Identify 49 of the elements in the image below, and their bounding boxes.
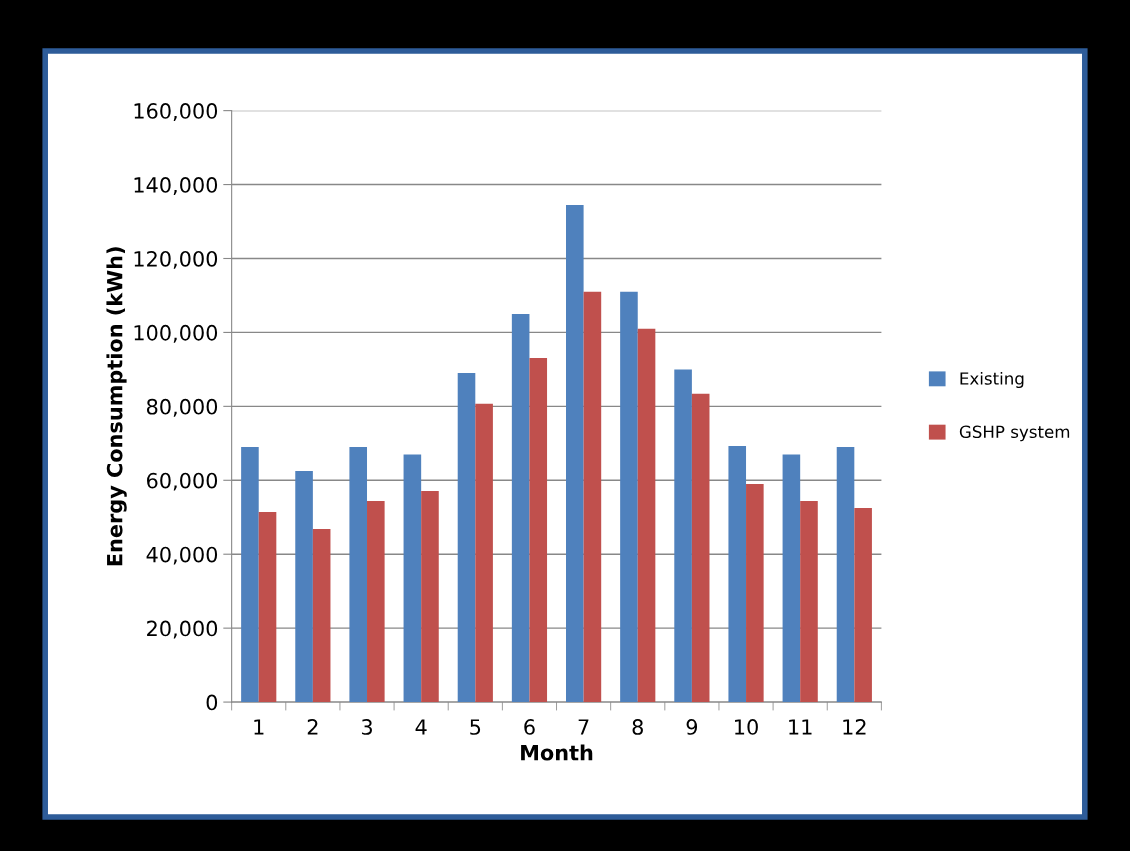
x-tick-label: 11 (789, 719, 812, 735)
bar (637, 328, 656, 703)
bar (583, 291, 602, 703)
bar (746, 483, 764, 703)
bar (475, 403, 493, 703)
y-tick-label: 100,000 (134, 324, 218, 343)
y-tick-label: 160,000 (134, 103, 218, 121)
bar (854, 508, 872, 703)
x-tick-label: 1 (254, 719, 264, 735)
y-tick-label: 140,000 (134, 177, 218, 195)
legend-label: Existing (960, 371, 1024, 389)
bar (691, 393, 710, 703)
bar (241, 447, 259, 703)
x-axis-title: Month (521, 744, 593, 761)
bar (674, 369, 692, 703)
bar (295, 471, 313, 703)
y-tick-label: 120,000 (134, 250, 218, 269)
bar (529, 357, 548, 703)
x-tick-label: 10 (735, 719, 758, 735)
x-tick-label: 6 (524, 719, 535, 735)
y-tick-label: 0 (206, 694, 218, 711)
y-tick-label: 20,000 (147, 620, 218, 639)
x-tick-label: 5 (470, 719, 481, 735)
legend-label: GSHP system (959, 425, 1070, 442)
bar (403, 454, 422, 703)
x-tick-label: 4 (415, 719, 427, 735)
bar (457, 373, 476, 703)
bar (258, 512, 277, 703)
x-tick-label: 3 (361, 719, 372, 735)
y-tick-label: 40,000 (146, 546, 218, 565)
bar (312, 529, 331, 703)
bar (836, 447, 855, 703)
bar (511, 313, 530, 703)
x-tick-label: 12 (843, 719, 866, 735)
y-tick-label: 80,000 (146, 398, 218, 417)
y-tick-label: 60,000 (147, 472, 218, 491)
x-tick-label: 9 (686, 719, 698, 735)
bar (620, 291, 638, 703)
bar (728, 445, 747, 703)
y-axis-title: Energy Consumption (kWh) (106, 247, 127, 566)
bar (367, 500, 385, 703)
x-tick-label: 2 (307, 719, 318, 735)
bar (349, 447, 368, 703)
bar (800, 500, 818, 703)
x-tick-label: 7 (578, 719, 589, 735)
bar (566, 204, 584, 703)
bar (421, 491, 439, 703)
x-tick-label: 8 (632, 719, 643, 735)
bar (782, 454, 801, 703)
